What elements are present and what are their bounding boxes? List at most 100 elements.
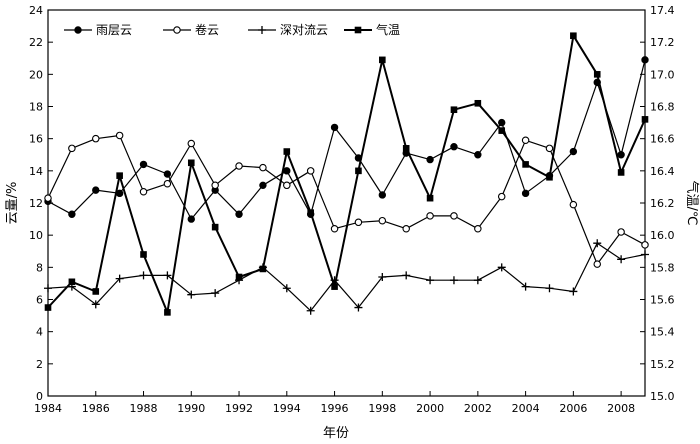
series-1-point (593, 260, 601, 268)
y-tick-label-left: 8 (36, 261, 43, 274)
series-2-point (91, 300, 100, 309)
series-0-point (569, 147, 578, 156)
x-tick-label: 1990 (177, 402, 205, 415)
y-tick-label-left: 22 (29, 36, 43, 49)
series-1-point (474, 224, 482, 233)
plot-frame (47, 9, 646, 397)
series-line-1 (47, 134, 646, 265)
series-3-point (570, 32, 577, 40)
series-2-point (282, 284, 291, 293)
legend-label-3: 气温 (376, 22, 400, 37)
y-tick-label-right: 15.2 (650, 358, 675, 371)
series-0-point (235, 210, 243, 218)
series-2-point (641, 250, 649, 259)
y-tick-label-right: 16.2 (650, 197, 675, 210)
series-1-point (306, 167, 315, 175)
x-tick-label: 1988 (130, 402, 158, 415)
series-2-point (139, 271, 148, 280)
series-3-point (164, 309, 171, 316)
x-tick-label: 2006 (559, 402, 587, 415)
y-axis-title-left: 云量/% (5, 182, 20, 225)
y-tick-label-left: 10 (29, 229, 43, 242)
series-3-point (116, 172, 123, 179)
series-1-point (402, 224, 410, 233)
series-2-point (545, 284, 554, 293)
series-0-point (259, 181, 267, 190)
series-3-point (331, 283, 338, 290)
series-3-point (498, 127, 506, 134)
y-tick-label-left: 18 (29, 101, 43, 114)
series-2-point (378, 272, 387, 281)
legend-label-1: 卷云 (195, 22, 219, 37)
series-0-point (92, 186, 100, 194)
series-0-point (68, 210, 76, 218)
x-tick-label: 1996 (321, 402, 349, 415)
series-3-point (259, 265, 267, 273)
series-1-point (378, 216, 387, 225)
x-tick-label: 1998 (368, 402, 396, 415)
series-0-point (378, 191, 387, 199)
series-0-point (330, 123, 339, 132)
series-1-point (115, 131, 124, 140)
y-tick-label-right: 15.0 (650, 390, 675, 403)
legend-label-2: 深对流云 (280, 23, 328, 37)
y-tick-label-right: 16.4 (650, 165, 675, 178)
series-3-point (140, 251, 147, 258)
series-2-point (497, 263, 506, 272)
y-tick-label-left: 0 (36, 390, 43, 403)
series-3-point (283, 148, 291, 155)
series-3-point (593, 71, 601, 78)
x-tick-label: 1984 (34, 402, 62, 415)
series-1-point (92, 134, 100, 143)
legend-marker-3 (354, 26, 362, 34)
series-2-point (473, 276, 482, 285)
x-tick-label: 1986 (82, 402, 110, 415)
series-1-point (426, 212, 434, 220)
x-tick-label: 1994 (273, 402, 301, 415)
series-1-point (354, 218, 363, 227)
series-0-point (521, 189, 530, 198)
series-0-point (474, 151, 482, 159)
series-2-point (211, 289, 220, 298)
series-0 (44, 56, 649, 223)
series-3-point (92, 288, 100, 295)
legend-marker-1 (173, 26, 181, 34)
legend-marker-2 (258, 26, 266, 34)
y-axis-title-right: 气温/℃ (684, 181, 700, 226)
series-2-point (521, 282, 530, 291)
series-2-point (426, 276, 435, 285)
series-3-point (379, 56, 386, 64)
series-1-point (545, 144, 554, 153)
series-3-point (474, 99, 482, 107)
series-line-0 (47, 59, 646, 220)
series-line-3 (47, 34, 646, 314)
y-tick-label-right: 17.4 (650, 4, 675, 17)
series-2-point (354, 303, 363, 312)
series-0-point (187, 215, 195, 223)
legend-marker-0 (74, 26, 82, 34)
y-tick-label-left: 2 (36, 358, 43, 371)
series-0-point (641, 56, 649, 64)
y-tick-label-left: 14 (29, 165, 43, 178)
series-1-point (235, 162, 243, 170)
series-3-point (402, 145, 410, 152)
series-1-point (211, 181, 219, 190)
series-2-point (115, 274, 124, 283)
series-3-point (641, 116, 649, 123)
series-2-point (163, 271, 172, 280)
series-0-point (426, 155, 434, 164)
series-3-point (426, 194, 434, 202)
series-3-point (235, 273, 243, 281)
y-tick-label-right: 15.4 (650, 326, 675, 339)
series-2 (44, 239, 649, 315)
series-0-point (163, 170, 172, 178)
series-0-point (450, 143, 458, 151)
series-3-point (187, 159, 195, 167)
series-3-point (307, 209, 314, 216)
series-1-point (68, 144, 76, 153)
series-2-point (617, 255, 626, 264)
x-tick-label: 2002 (464, 402, 492, 415)
y-tick-label-right: 16.0 (650, 229, 675, 242)
series-line-2 (47, 242, 646, 312)
series-layer (44, 32, 649, 316)
